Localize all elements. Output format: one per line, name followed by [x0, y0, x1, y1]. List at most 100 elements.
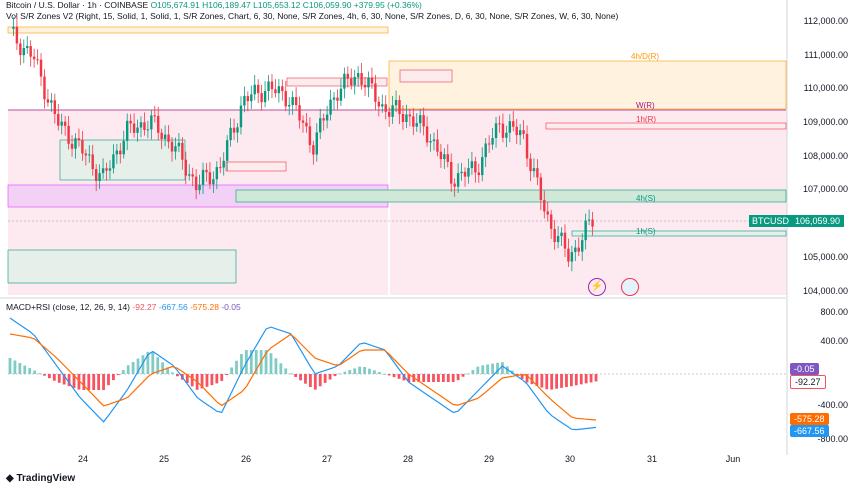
- candle-body: [146, 129, 150, 131]
- last-price-tag: 106,059.90: [791, 215, 845, 227]
- indicator-srzones-label[interactable]: Vol S/R Zones V2 (Right, 15, Solid, 1, S…: [6, 11, 619, 21]
- candle-body: [356, 73, 360, 78]
- macd-indicator-label[interactable]: MACD+RSI (close, 12, 26, 9, 14) -92.27 -…: [6, 302, 241, 312]
- macd-hist-bar: [308, 374, 312, 388]
- candle-body: [508, 121, 512, 133]
- candle-body: [312, 145, 315, 155]
- candle-body: [212, 179, 215, 185]
- candle-body: [291, 97, 294, 105]
- candle-body: [26, 46, 29, 49]
- macd-hist-bar: [33, 370, 37, 374]
- macd-hist-bar: [190, 374, 194, 387]
- macd-hist-bar: [87, 374, 91, 390]
- candle-body: [57, 114, 60, 126]
- symbol-tag: BTCUSD: [749, 215, 793, 227]
- macd-hist-bar: [8, 358, 12, 374]
- zone-label-1h-s: 1h(S): [636, 227, 656, 236]
- candle-body: [336, 97, 339, 101]
- time-tick: 30: [564, 454, 576, 464]
- macd-hist-bar: [461, 374, 465, 377]
- macd-hist-bar: [62, 374, 66, 385]
- macd-hist-bar: [313, 374, 317, 390]
- signal-line: [9, 333, 597, 421]
- candle-body: [229, 127, 232, 141]
- macd-hist-bar: [589, 374, 593, 383]
- candle-body: [443, 154, 446, 160]
- candle-body: [391, 105, 394, 117]
- macd-hist-bar: [146, 351, 150, 374]
- candle-body: [150, 115, 153, 130]
- candle-body: [387, 111, 391, 117]
- candle-body: [477, 172, 481, 176]
- macd-val-hist: -92.27: [132, 302, 157, 312]
- macd-hist-bar: [397, 374, 401, 379]
- macd-hist-bar: [486, 364, 490, 374]
- candle-body: [384, 104, 387, 112]
- macd-hist-bar: [13, 360, 17, 374]
- macd-hist-bar: [407, 374, 411, 382]
- candle-body: [139, 122, 143, 128]
- macd-hist-bar: [171, 372, 174, 374]
- candle-body: [22, 48, 25, 56]
- candle-body: [267, 81, 270, 92]
- candle-body: [563, 232, 567, 249]
- macd-hist-bar: [304, 374, 307, 384]
- candle-body: [19, 43, 22, 56]
- macd-hist-bar: [235, 360, 238, 374]
- candle-body: [415, 123, 418, 127]
- brand-text: TradingView: [16, 473, 76, 484]
- candle-body: [215, 167, 219, 180]
- candle-body: [491, 138, 494, 145]
- candle-body: [581, 240, 584, 252]
- candle-body: [219, 167, 222, 169]
- candle-body: [463, 171, 467, 177]
- macd-hist-bar: [166, 367, 169, 374]
- candle-body: [191, 174, 194, 177]
- macd-hist-bar: [77, 374, 81, 390]
- macd-hist-bar: [205, 374, 209, 387]
- macd-hist-bar: [545, 374, 549, 390]
- candle-body: [401, 114, 405, 123]
- candle-body: [108, 168, 112, 171]
- tradingview-logo[interactable]: ◆ TradingView: [6, 473, 76, 484]
- zone-4hD-resistance: [388, 60, 787, 110]
- candle-body: [525, 133, 529, 159]
- lightning-event-icon[interactable]: ⚡: [588, 278, 606, 296]
- candle-body: [263, 91, 267, 103]
- macd-hist-bar: [392, 374, 396, 378]
- candle-body: [12, 26, 15, 29]
- candle-body: [239, 105, 243, 128]
- candle-body: [84, 153, 88, 156]
- macd-hist-bar: [348, 370, 352, 374]
- candle-body: [505, 132, 508, 138]
- candle-body: [481, 157, 484, 176]
- macd-hist-bar: [471, 370, 475, 374]
- macd-hist-bar: [215, 374, 219, 384]
- candle-body: [446, 154, 449, 162]
- macd-hist-bar: [417, 374, 421, 382]
- price-tick: 112,000.00: [803, 16, 848, 26]
- candle-body: [470, 161, 474, 169]
- candle-body: [577, 247, 580, 252]
- candle-body: [305, 122, 308, 127]
- macd-hist-bar: [550, 374, 554, 390]
- chart-title: Bitcoin / U.S. Dollar · 1h · COINBASE O1…: [6, 0, 422, 10]
- macd-hist-bar: [382, 373, 386, 375]
- candle-body: [339, 88, 343, 101]
- candle-body: [157, 115, 160, 133]
- candle-body: [332, 97, 336, 100]
- macd-hist-bar: [176, 374, 179, 377]
- candle-body: [329, 99, 332, 115]
- candle-body: [494, 123, 498, 139]
- candle-body: [487, 143, 491, 145]
- candle-body: [425, 126, 429, 143]
- candle-body: [377, 101, 381, 107]
- zone-top-left: [7, 26, 389, 34]
- us-flag-event-icon[interactable]: [621, 278, 639, 296]
- price-tick: 108,000.00: [802, 151, 848, 161]
- ohlc-values: O105,674.91 H106,189.47 L105,653.12 C106…: [150, 0, 422, 10]
- macd-hist-bar: [200, 374, 204, 389]
- candle-body: [367, 77, 370, 88]
- time-tick: Jun: [725, 454, 741, 464]
